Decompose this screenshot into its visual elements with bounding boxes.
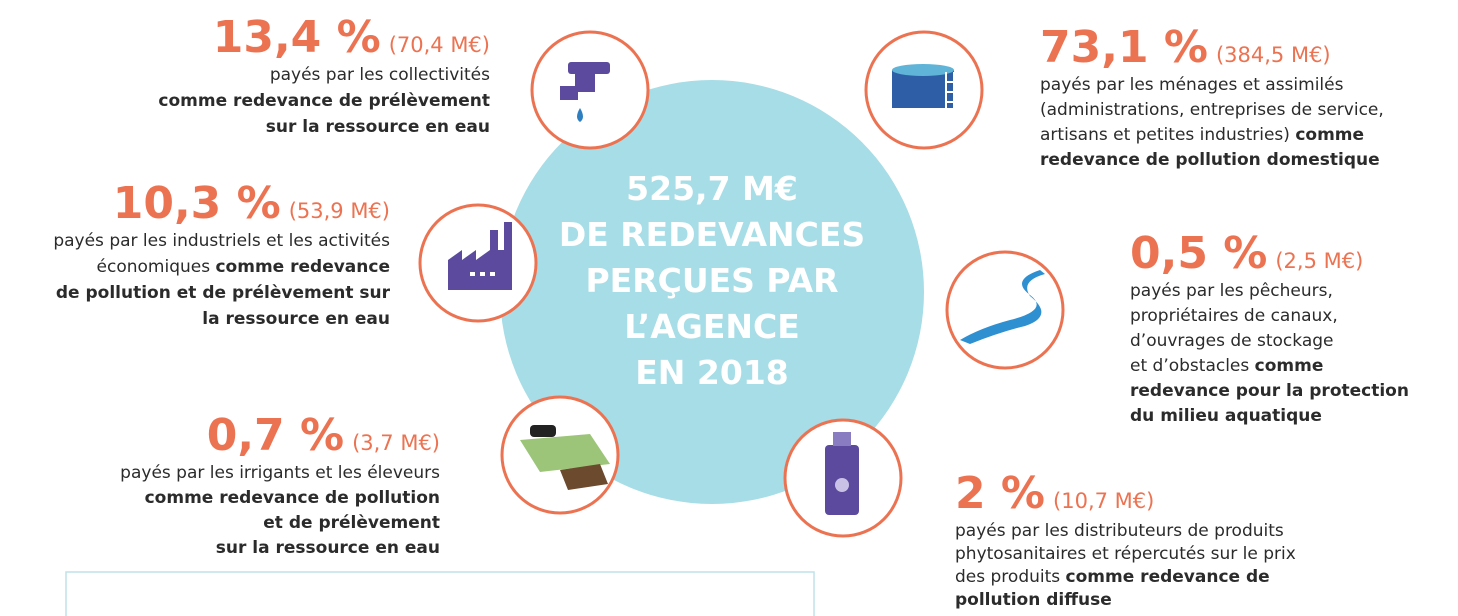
icon-tap [532,32,648,148]
icon-spray [785,420,901,536]
amount: (70,4 M€) [389,33,490,57]
bold-text: comme redevance de [1066,567,1270,587]
percent: 73,1 % [1040,22,1208,73]
item-line: payés par les collectivités [270,65,490,85]
amount: (53,9 M€) [289,199,390,223]
item-line: et d’obstacles comme [1130,356,1323,376]
item-line: pollution diffuse [955,590,1112,610]
amount: (2,5 M€) [1275,249,1363,273]
text: payés par les pêcheurs, [1130,281,1333,301]
center-line: EN 2018 [635,353,789,392]
item-line: payés par les pêcheurs, [1130,281,1333,301]
text: d’ouvrages de stockage [1130,331,1334,351]
item-line: payés par les industriels et les activit… [53,231,390,251]
bold-text: de pollution et de prélèvement sur [56,283,391,303]
item-line: payés par les ménages et assimilés [1040,75,1344,95]
item-line: et de prélèvement [263,513,440,533]
icon-tank [866,32,982,148]
item-line: redevance pour la protection [1130,381,1409,401]
item-line: économiques comme redevance [97,257,390,277]
item-line: redevance de pollution domestique [1040,150,1380,170]
center-line: DE REDEVANCES [559,215,865,254]
bold-text: comme redevance de prélèvement [158,91,490,111]
text: payés par les industriels et les activit… [53,231,390,251]
center-line: 525,7 M€ [626,169,798,208]
text: payés par les irrigants et les éleveurs [120,463,440,483]
bold-text: comme [1295,125,1364,145]
item-line: comme redevance de pollution [145,488,440,508]
bold-text: sur la ressource en eau [216,538,440,558]
item-line: sur la ressource en eau [266,117,490,137]
text: artisans et petites industries) [1040,125,1295,145]
text: des produits [955,567,1066,587]
percent: 0,5 % [1130,228,1267,279]
bold-text: redevance pour la protection [1130,381,1409,401]
text: propriétaires de canaux, [1130,306,1338,326]
amount: (384,5 M€) [1216,43,1331,67]
bold-text: et de prélèvement [263,513,440,533]
percent: 13,4 % [213,12,381,63]
item-line: propriétaires de canaux, [1130,306,1338,326]
bold-text: comme redevance [215,257,390,277]
item-line: de pollution et de prélèvement sur [56,283,391,303]
text: et d’obstacles [1130,356,1255,376]
item-line: sur la ressource en eau [216,538,440,558]
text: phytosanitaires et répercutés sur le pri… [955,544,1296,564]
item-line: du milieu aquatique [1130,406,1322,426]
bold-text: pollution diffuse [955,590,1112,610]
icon-field [502,397,618,513]
center-line: PERÇUES PAR [585,261,838,300]
percent: 0,7 % [207,410,344,461]
amount: (10,7 M€) [1053,489,1154,513]
bold-text: redevance de pollution domestique [1040,150,1380,170]
item-line: artisans et petites industries) comme [1040,125,1364,145]
percent: 2 % [955,468,1045,519]
center-line: L’AGENCE [624,307,800,346]
text: payés par les collectivités [270,65,490,85]
icon-river [947,252,1063,368]
item-line: d’ouvrages de stockage [1130,331,1334,351]
item-line: payés par les distributeurs de produits [955,521,1284,541]
text: payés par les ménages et assimilés [1040,75,1344,95]
text: payés par les distributeurs de produits [955,521,1284,541]
bold-text: comme redevance de pollution [145,488,440,508]
item-line: (administrations, entreprises de service… [1040,100,1384,120]
text: (administrations, entreprises de service… [1040,100,1384,120]
item-line: la ressource en eau [202,309,390,329]
amount: (3,7 M€) [352,431,440,455]
bold-text: du milieu aquatique [1130,406,1322,426]
item-line: comme redevance de prélèvement [158,91,490,111]
bold-text: la ressource en eau [202,309,390,329]
bold-text: sur la ressource en eau [266,117,490,137]
bold-text: comme [1255,356,1324,376]
item-line: des produits comme redevance de [955,567,1270,587]
item-line: phytosanitaires et répercutés sur le pri… [955,544,1296,564]
text: économiques [97,257,216,277]
icon-factory [420,205,536,321]
item-line: payés par les irrigants et les éleveurs [120,463,440,483]
percent: 10,3 % [113,178,281,229]
infographic: 525,7 M€ DE REDEVANCES PERÇUES PAR L’AGENCE… [0,0,1458,616]
